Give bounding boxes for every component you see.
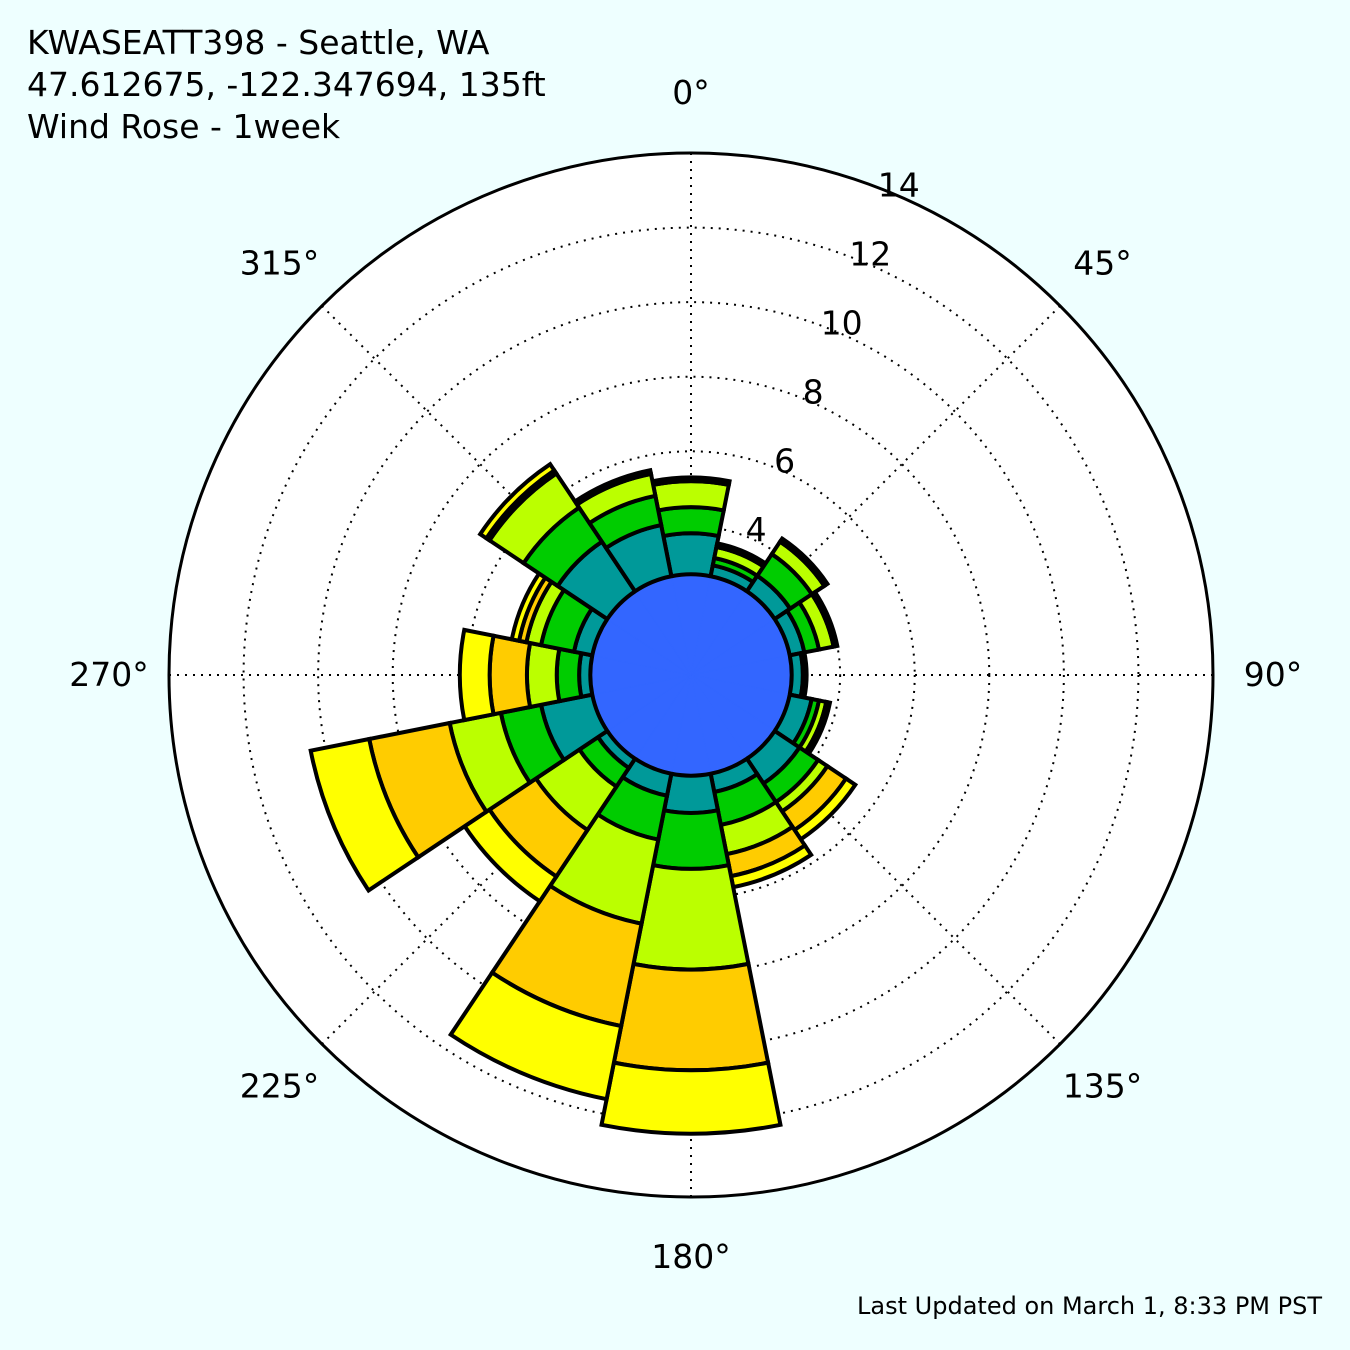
chart-header: KWASEATT398 - Seattle, WA 47.612675, -12… — [27, 22, 546, 148]
grid-ring-12 — [242, 226, 1140, 1124]
radial-tick-label: 4 — [746, 510, 767, 549]
bar-dir-270-bin-4 — [487, 633, 533, 717]
bar-dir-337.5-bin-5 — [572, 467, 654, 508]
angle-tick-label: 45° — [1073, 243, 1132, 282]
angle-tick-label: 315° — [240, 243, 320, 282]
bar-dir-180-bin-4 — [611, 961, 771, 1073]
station-title: KWASEATT398 - Seattle, WA — [27, 23, 490, 62]
radial-tick-label: 10 — [821, 304, 863, 343]
bar-dir-180-bin-5 — [599, 1060, 783, 1136]
grid-ring-6 — [466, 450, 916, 900]
bar-dir-0-bin-3 — [650, 479, 732, 513]
last-updated: Last Updated on March 1, 8:33 PM PST — [857, 1292, 1322, 1320]
radial-tick-label: 12 — [849, 235, 891, 274]
angle-tick-label: 270° — [69, 655, 149, 694]
radial-tick-label: 8 — [803, 372, 824, 411]
bar-dir-202.5-bin-5 — [447, 969, 624, 1102]
bar-dir-67.5-bin-5 — [809, 589, 840, 649]
bar-dir-180-bin-2 — [650, 807, 732, 871]
wind-bars — [308, 461, 859, 1136]
bar-dir-270-bin-3 — [525, 640, 562, 710]
grid-ring-4 — [540, 524, 842, 826]
bar-dir-315-bin-5 — [477, 461, 558, 542]
bar-dir-270-bin-5 — [457, 627, 496, 723]
radial-tick-label: 6 — [774, 441, 795, 480]
grid-ring-8 — [391, 375, 991, 975]
angle-tick-label: 180° — [651, 1237, 731, 1276]
station-location: 47.612675, -122.347694, 135ft — [27, 65, 546, 104]
angle-tick-label: 135° — [1063, 1067, 1143, 1106]
bar-dir-247.5-bin-5 — [308, 736, 421, 894]
bar-dir-90-bin-3 — [798, 650, 809, 700]
axis-labels: 0° 45° 90° 135° 180° 225° 270° 315° 468 10 12 14 — [69, 73, 1302, 1276]
chart-title: Wind Rose - 1week — [27, 107, 341, 146]
angle-tick-label: 225° — [240, 1067, 320, 1106]
bar-dir-0-bin-2 — [655, 505, 727, 539]
bar-dir-0-bin-5 — [650, 475, 732, 488]
angle-tick-label: 0° — [672, 73, 710, 112]
bar-dir-45-bin-5 — [777, 535, 831, 589]
bar-dir-270-bin-2 — [554, 646, 584, 704]
polar-frame — [167, 151, 1215, 1199]
radial-tick-label: 14 — [878, 166, 920, 205]
angle-tick-label: 90° — [1244, 655, 1303, 694]
